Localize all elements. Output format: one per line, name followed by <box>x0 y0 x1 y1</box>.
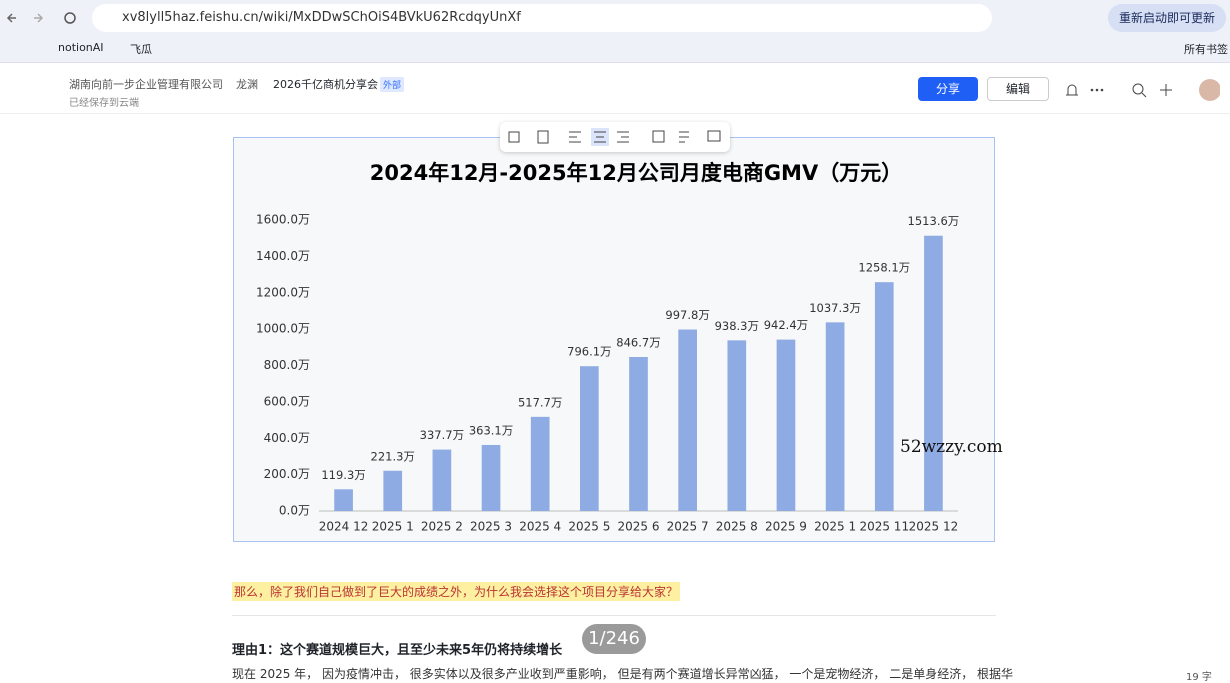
tag: 外部 <box>380 77 405 92</box>
data-label: 517.7万 <box>518 395 562 409</box>
bar <box>727 340 747 511</box>
y-tick-label: 0.0万 <box>279 504 310 518</box>
bar <box>825 322 845 511</box>
y-tick-label: 1600.0万 <box>256 213 310 227</box>
bar <box>383 470 403 511</box>
y-tick-label: 400.0万 <box>264 431 310 445</box>
data-label: 796.1万 <box>567 345 611 359</box>
address-bar[interactable]: xv8lyll5haz.feishu.cn/wiki/MxDDwSChOiS4B… <box>92 4 992 32</box>
x-tick-label: 2025 11 <box>859 520 909 534</box>
bar <box>530 416 550 511</box>
bar <box>432 449 452 511</box>
y-tick-label: 1400.0万 <box>256 249 310 263</box>
x-tick-label: 2025 3 <box>470 520 512 534</box>
bar <box>924 235 943 511</box>
breadcrumb[interactable]: 2026千亿商机分享会 <box>273 78 378 91</box>
heading: 理由1：这个赛道规模巨大，且至少未来5年仍将持续增长 <box>232 643 563 658</box>
y-tick-label: 1200.0万 <box>256 285 310 299</box>
bar <box>481 444 501 511</box>
bar <box>874 282 894 511</box>
bookmarks-bar: notionAI 飞瓜 所有书签 <box>0 36 1230 63</box>
bookmark[interactable]: 飞瓜 <box>130 43 152 56</box>
x-tick-label: 2025 4 <box>519 520 561 534</box>
bar <box>776 339 796 511</box>
paragraph: 现在 2025 年， 因为疫情冲击， 很多实体以及很多产业收到严重影响， 但是有… <box>232 667 1014 681</box>
breadcrumb[interactable]: 龙渊 <box>236 78 258 91</box>
share-button[interactable]: 分享 <box>918 77 978 101</box>
bar <box>629 357 648 511</box>
all-bookmarks[interactable]: 所有书签 <box>1184 43 1228 56</box>
data-label: 846.7万 <box>616 336 660 350</box>
x-tick-label: 2025 6 <box>618 520 660 534</box>
page-counter: 1/246 <box>582 624 646 654</box>
x-tick-label: 2025 7 <box>667 520 709 534</box>
data-label: 1513.6万 <box>908 214 960 228</box>
data-label: 119.3万 <box>321 468 365 482</box>
doc-header: 湖南向前一步企业管理有限公司 龙渊 2026千亿商机分享会 外部 已经保存到云端… <box>0 63 1230 114</box>
data-label: 1037.3万 <box>809 301 861 315</box>
data-label: 997.8万 <box>665 308 709 322</box>
x-tick-label: 2025 12 <box>909 520 959 534</box>
save-status: 已经保存到云端 <box>69 98 139 109</box>
data-label: 938.3万 <box>715 319 759 333</box>
x-tick-label: 2025 9 <box>765 520 807 534</box>
chart: 2024年12月-2025年12月公司月度电商GMV（万元） 0.0万 200.0… <box>256 161 960 534</box>
y-tick-label: 600.0万 <box>264 394 310 408</box>
y-tick-label: 800.0万 <box>264 358 310 372</box>
y-tick-label: 200.0万 <box>264 467 310 481</box>
highlighted-text: 那么，除了我们自己做到了巨大的成绩之外，为什么我会选择这个项目分享给大家？ <box>232 582 681 601</box>
header-icons[interactable] <box>1060 77 1220 103</box>
x-tick-label: 2024 12 <box>319 520 369 534</box>
bar <box>334 489 353 511</box>
data-label: 942.4万 <box>764 318 808 332</box>
data-label: 221.3万 <box>371 449 415 463</box>
toolbar-icons <box>508 128 721 146</box>
breadcrumb[interactable]: 湖南向前一步企业管理有限公司 <box>69 78 223 91</box>
nav-buttons[interactable] <box>0 0 90 36</box>
divider <box>232 615 996 616</box>
edit-button[interactable]: 编辑 <box>987 77 1049 101</box>
bookmark[interactable]: notionAI <box>58 41 104 54</box>
data-label: 337.7万 <box>420 428 464 442</box>
browser-toolbar: xv8lyll5haz.feishu.cn/wiki/MxDDwSChOiS4B… <box>0 0 1230 36</box>
y-tick-label: 1000.0万 <box>256 322 310 336</box>
bar <box>580 366 599 511</box>
x-tick-label: 2025 1 <box>814 520 856 534</box>
watermark: 52wzzy.com <box>900 437 1003 457</box>
word-count: 19 字 <box>1186 672 1212 683</box>
bar <box>678 329 697 511</box>
x-tick-label: 2025 1 <box>372 520 414 534</box>
x-tick-label: 2025 5 <box>568 520 610 534</box>
data-label: 363.1万 <box>469 423 513 437</box>
data-label: 1258.1万 <box>858 261 910 275</box>
chart-title: 2024年12月-2025年12月公司月度电商GMV（万元） <box>370 161 902 185</box>
x-tick-label: 2025 8 <box>716 520 758 534</box>
image-toolbar[interactable] <box>500 122 730 152</box>
chart-frame[interactable]: 2024年12月-2025年12月公司月度电商GMV（万元） 0.0万 200.0… <box>233 137 995 542</box>
update-button[interactable]: 重新启动即可更新 <box>1108 4 1226 32</box>
x-tick-label: 2025 2 <box>421 520 463 534</box>
